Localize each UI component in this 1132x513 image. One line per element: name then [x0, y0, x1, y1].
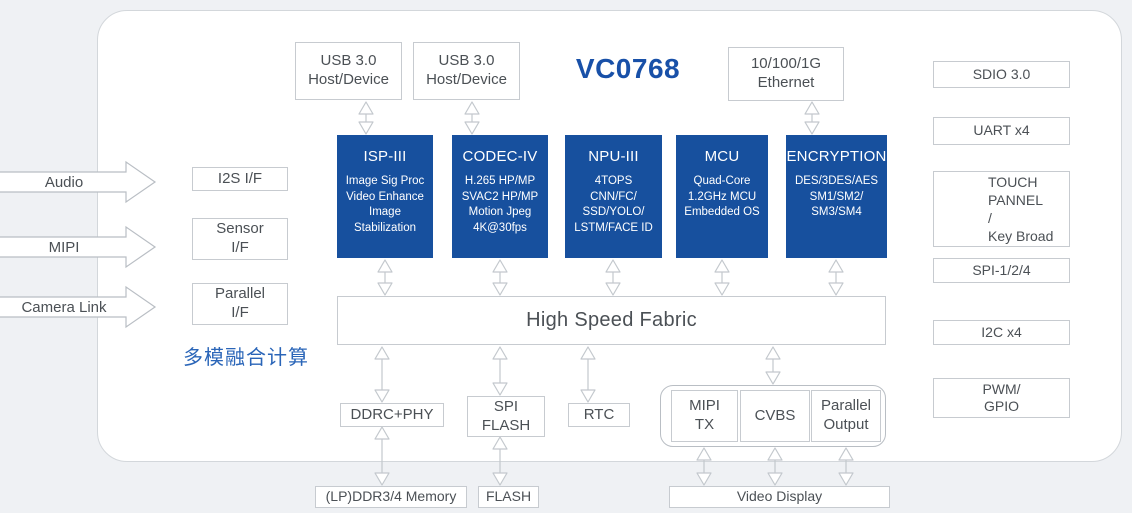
- fusion-computing-annotation: 多模融合计算: [183, 347, 309, 369]
- usb1-box: USB 3.0 Host/Device: [295, 42, 402, 100]
- core-mcu: MCU Quad-Core 1.2GHz MCU Embedded OS: [676, 135, 768, 258]
- arrow-mcu-fabric: [713, 259, 731, 296]
- parallel-output-box: Parallel Output: [811, 390, 881, 442]
- flash-box: FLASH: [478, 486, 539, 508]
- camera-link-input-arrow: Camera Link: [0, 285, 157, 329]
- core-codec-body: H.265 HP/MP SVAC2 HP/MP Motion Jpeg 4K@3…: [461, 175, 539, 234]
- core-codec: CODEC-IV H.265 HP/MP SVAC2 HP/MP Motion …: [452, 135, 548, 258]
- right-arrow-shape: [0, 160, 157, 204]
- camera-link-input-label: Camera Link: [21, 298, 107, 316]
- core-npu: NPU-III 4TOPS CNN/FC/ SSD/YOLO/ LSTM/FAC…: [565, 135, 662, 258]
- core-isp: ISP-III Image Sig Proc Video Enhance Ima…: [337, 135, 433, 258]
- arrow-mipitx-video: [695, 447, 713, 486]
- rtc-box: RTC: [568, 403, 630, 427]
- arrow-fabric-ddrc: [373, 346, 391, 403]
- arrow-fabric-rtc: [579, 346, 597, 403]
- uart-box: UART x4: [933, 117, 1070, 145]
- core-mcu-body: Quad-Core 1.2GHz MCU Embedded OS: [684, 175, 760, 219]
- core-npu-body: 4TOPS CNN/FC/ SSD/YOLO/ LSTM/FACE ID: [574, 175, 653, 234]
- core-npu-title: NPU-III: [588, 148, 639, 165]
- arrow-usb2-codec: [463, 101, 481, 135]
- arrow-fabric-spiflash: [491, 346, 509, 396]
- arrow-usb1-isp: [357, 101, 375, 135]
- right-arrow-shape: [0, 225, 157, 269]
- arrow-spiflash-flash: [491, 436, 509, 486]
- parallel-if-box: Parallel I/F: [192, 283, 288, 325]
- arrow-codec-fabric: [491, 259, 509, 296]
- audio-input-label: Audio: [44, 173, 84, 191]
- ethernet-box: 10/100/1G Ethernet: [728, 47, 844, 101]
- i2c-box: I2C x4: [933, 320, 1070, 345]
- sensor-if-box: Sensor I/F: [192, 218, 288, 260]
- core-isp-body: Image Sig Proc Video Enhance Image Stabi…: [345, 175, 425, 234]
- mipi-input-label: MIPI: [48, 238, 80, 256]
- core-encryption-body: DES/3DES/AES SM1/SM2/ SM3/SM4: [794, 175, 879, 219]
- video-display-box: Video Display: [669, 486, 890, 508]
- high-speed-fabric-box: High Speed Fabric: [337, 296, 886, 345]
- arrow-isp-fabric: [376, 259, 394, 296]
- touch-panel-keyboard-box: TOUCH PANNEL / Key Broad: [933, 171, 1070, 247]
- spi-flash-box: SPI FLASH: [467, 396, 545, 437]
- arrow-fabric-display-group: [764, 346, 782, 385]
- arrow-ethernet-encryption: [803, 101, 821, 135]
- mipi-input-arrow: MIPI: [0, 225, 157, 269]
- mipi-tx-box: MIPI TX: [671, 390, 738, 442]
- core-mcu-title: MCU: [704, 148, 740, 165]
- audio-input-arrow: Audio: [0, 160, 157, 204]
- spi-ports-box: SPI-1/2/4: [933, 258, 1070, 283]
- core-encryption-title: ENCRYPTION: [786, 148, 887, 165]
- core-encryption: ENCRYPTION DES/3DES/AES SM1/SM2/ SM3/SM4: [786, 135, 887, 258]
- chip-title: VC0768: [575, 53, 681, 84]
- core-isp-title: ISP-III: [363, 148, 407, 165]
- arrow-npu-fabric: [604, 259, 622, 296]
- right-arrow-shape: [0, 285, 157, 329]
- arrow-ddrc-memory: [373, 426, 391, 486]
- cvbs-box: CVBS: [740, 390, 810, 442]
- core-codec-title: CODEC-IV: [462, 148, 538, 165]
- arrow-cvbs-video: [766, 447, 784, 486]
- arrow-encryption-fabric: [827, 259, 845, 296]
- i2s-if-box: I2S I/F: [192, 167, 288, 191]
- arrow-parallelout-video: [837, 447, 855, 486]
- ddrc-phy-box: DDRC+PHY: [340, 403, 444, 427]
- usb2-box: USB 3.0 Host/Device: [413, 42, 520, 100]
- sdio-box: SDIO 3.0: [933, 61, 1070, 88]
- pwm-gpio-box: PWM/ GPIO: [933, 378, 1070, 418]
- lpddr-memory-box: (LP)DDR3/4 Memory: [315, 486, 467, 508]
